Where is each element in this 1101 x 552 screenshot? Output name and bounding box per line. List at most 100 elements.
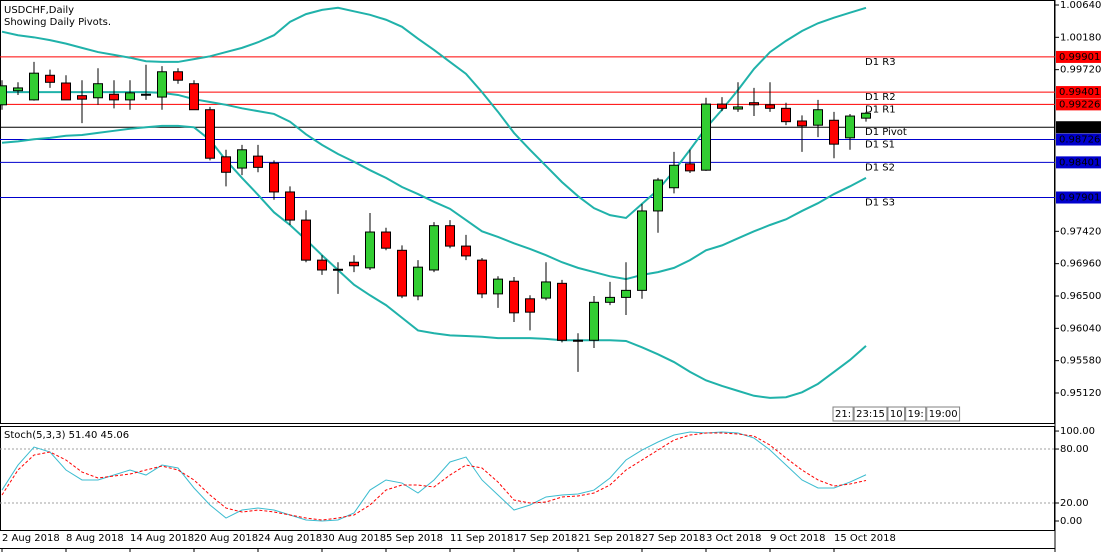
- y-tick-label: 0.97420: [1060, 226, 1101, 237]
- candle-body: [781, 107, 791, 123]
- candle-body: [717, 103, 727, 109]
- stoch-signal-value: 45.06: [101, 430, 130, 441]
- candle-body: [845, 115, 855, 139]
- candle-body: [429, 225, 439, 271]
- x-tick-label: 9 Oct 2018: [770, 533, 825, 544]
- stoch-y-tick-label: 20.00: [1060, 498, 1089, 509]
- pivot-price-label: 0.97901: [1059, 193, 1100, 204]
- candle-body: [653, 179, 663, 212]
- candle-body: [253, 155, 263, 168]
- timer-box: [905, 406, 927, 422]
- y-tick-label: 1.00640: [1060, 0, 1101, 11]
- y-tick-label: 0.95120: [1060, 388, 1101, 399]
- timer-label: 10: [890, 409, 903, 420]
- candle-body: [621, 289, 631, 298]
- timer-label: 21:: [835, 409, 851, 420]
- candle-body: [701, 103, 711, 171]
- x-tick-label: 5 Sep 2018: [386, 533, 443, 544]
- stoch-y-tick-label: 80.00: [1060, 444, 1089, 455]
- timer-label: 19:: [908, 409, 924, 420]
- x-tick-label: 17 Sep 2018: [514, 533, 577, 544]
- candle-body: [477, 259, 487, 295]
- timer-box: [887, 406, 906, 422]
- x-tick-label: 15 Oct 2018: [834, 533, 896, 544]
- bollinger-band: [1, 6, 867, 220]
- x-tick-label: 11 Sep 2018: [450, 533, 513, 544]
- x-tick-label: 30 Aug 2018: [322, 533, 386, 544]
- pivot-label: D1 Pivot: [865, 127, 907, 138]
- candle-body: [509, 280, 519, 314]
- candle-body: [301, 219, 311, 261]
- candle-body: [381, 231, 391, 249]
- stoch-main-value: 51.40: [69, 430, 98, 441]
- candle-body: [237, 149, 247, 169]
- candle-body: [317, 259, 327, 271]
- candle-body: [733, 106, 743, 110]
- candle-body: [189, 83, 199, 111]
- candle-body: [589, 301, 599, 341]
- candle-body: [333, 268, 343, 271]
- x-tick-label: 27 Sep 2018: [642, 533, 705, 544]
- candle-body: [125, 92, 135, 101]
- candle-body: [749, 102, 759, 106]
- pivot-price-label: 0.98401: [1059, 157, 1100, 168]
- pivot-price-box: [1056, 156, 1101, 169]
- candle-body: [397, 249, 407, 297]
- pivot-label: D1 R2: [865, 92, 896, 103]
- candle-body: [61, 82, 71, 101]
- x-tick-label: 8 Aug 2018: [66, 533, 124, 544]
- pivot-price-box: [1056, 133, 1101, 146]
- candle-body: [829, 119, 839, 145]
- stoch-y-tick-label: 100.00: [1060, 426, 1095, 437]
- stoch-panel-frame: [0, 426, 1055, 531]
- timer-box: [926, 406, 961, 422]
- candle-body: [413, 266, 423, 297]
- chart-title: USDCHF,Daily: [4, 5, 74, 16]
- candle-body: [669, 164, 679, 189]
- y-tick-label: 0.95580: [1060, 356, 1101, 367]
- candle-body: [93, 83, 103, 99]
- y-tick-label: 0.96040: [1060, 323, 1101, 334]
- candle-body: [541, 281, 551, 299]
- candle-body: [157, 71, 167, 98]
- candle-body: [861, 112, 871, 119]
- pivot-label: D1 S1: [865, 140, 895, 151]
- stoch-line: [1, 432, 867, 521]
- candle-body: [525, 298, 535, 313]
- candle-body: [173, 71, 183, 81]
- bollinger-band: [1, 124, 867, 399]
- stoch-title: Stoch(5,3,3) 51.40 45.06: [4, 430, 129, 441]
- candle-body: [637, 210, 647, 291]
- pivot-price-box: [1056, 50, 1101, 63]
- pivot-label: D1 R3: [865, 57, 896, 68]
- pivot-price-label: 0.99901: [1059, 52, 1100, 63]
- timer-box: [832, 406, 854, 422]
- stoch-name: Stoch(5,3,3): [4, 430, 66, 441]
- candle-body: [349, 261, 359, 267]
- pivot-price-box: [1056, 191, 1101, 204]
- pivot-label: D1 R1: [865, 104, 896, 115]
- pivot-label: D1 S2: [865, 162, 895, 173]
- x-tick-label: 20 Aug 2018: [194, 533, 258, 544]
- chart-subtitle: Showing Daily Pivots.: [4, 17, 111, 28]
- y-tick-label: 1.00180: [1060, 32, 1101, 43]
- candle-body: [765, 104, 775, 109]
- price-panel-frame: [0, 0, 1055, 424]
- timer-label: 23:15: [856, 409, 885, 420]
- candle-body: [445, 225, 455, 247]
- candle-body: [813, 109, 823, 126]
- x-tick-label: 24 Aug 2018: [258, 533, 322, 544]
- x-tick-label: 21 Sep 2018: [578, 533, 641, 544]
- x-tick-label: 3 Oct 2018: [706, 533, 761, 544]
- pivot-price-box: [1056, 98, 1101, 111]
- x-tick-label: 2 Aug 2018: [2, 533, 60, 544]
- pivot-label: D1 S3: [865, 198, 895, 209]
- pivot-price-label: 0.98726: [1059, 135, 1100, 146]
- candle-body: [141, 93, 151, 96]
- candle-body: [13, 87, 23, 92]
- pivot-price-box: [1056, 86, 1101, 99]
- candle-body: [365, 231, 375, 269]
- pivot-price-label: 0.99401: [1059, 87, 1100, 98]
- candle-body: [461, 245, 471, 257]
- candle-body: [0, 85, 7, 106]
